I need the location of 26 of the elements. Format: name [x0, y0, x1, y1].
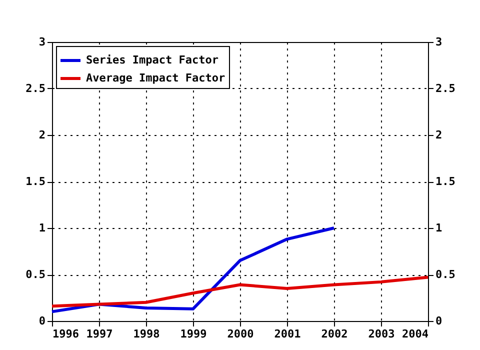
x-tick-label: 1996	[52, 328, 80, 340]
y-tick-label: 2.5	[26, 82, 46, 95]
y-tick-label: 0	[38, 314, 46, 328]
y2-tick-label: 0.5	[436, 268, 456, 281]
x-tick-label: 2003	[368, 328, 395, 340]
legend-label: Average Impact Factor	[86, 72, 226, 84]
x-tick-label: 1999	[180, 328, 207, 340]
x-tick-label: 2000	[227, 328, 254, 340]
y2-tick-label: 2	[436, 128, 442, 142]
y2-tick-label: 0	[436, 314, 442, 328]
x-tick-label: 2001	[274, 328, 302, 340]
y-tick-label: 2	[38, 128, 46, 142]
x-tick-label: 2002	[321, 328, 348, 340]
x-tick-label: 1997	[86, 328, 113, 340]
y2-tick-label: 2.5	[436, 82, 456, 95]
y2-tick-label: 1	[436, 222, 442, 234]
y-tick-label: 1.5	[26, 175, 46, 188]
y-tick-label: 3	[38, 36, 46, 48]
y-tick-label: 1	[38, 222, 46, 234]
line-series	[50, 276, 430, 308]
y-tick-label: 0.5	[26, 268, 46, 281]
y2-tick-label: 3	[436, 36, 442, 48]
x-tick-label: 1998	[133, 328, 160, 340]
y2-tick-label: 1.5	[436, 175, 456, 188]
x-tick-label: 2004	[402, 328, 429, 340]
legend-label: Series Impact Factor	[86, 54, 219, 66]
